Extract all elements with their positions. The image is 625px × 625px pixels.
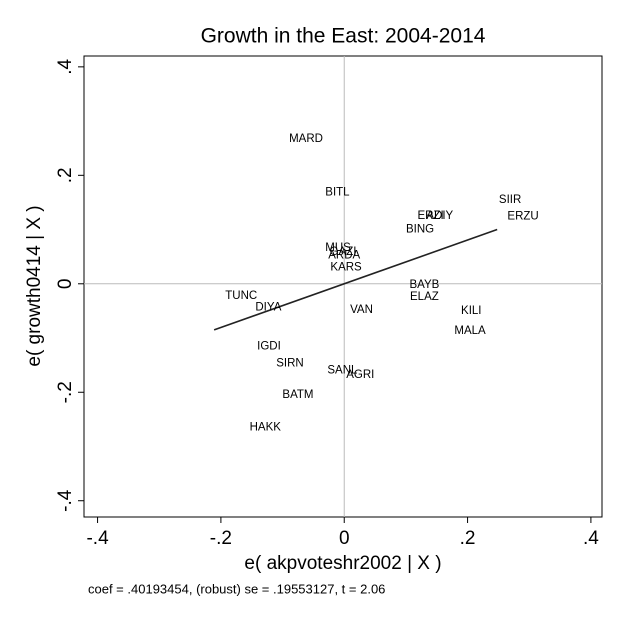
chart-title: Growth in the East: 2004-2014: [201, 25, 486, 48]
point-label: KARS: [330, 262, 362, 274]
point-label: IGDI: [257, 341, 281, 353]
point-label: ADIY: [426, 210, 453, 222]
point-label: MUS: [325, 242, 351, 254]
y-tick-label: .2: [55, 167, 76, 183]
point-label: VAN: [350, 304, 373, 316]
y-tick-label: -.4: [55, 489, 76, 512]
point-label: GAZI: [330, 246, 357, 258]
point-label: SANL: [327, 365, 358, 377]
point-label: ARDA: [328, 250, 360, 262]
point-label: ERZU: [507, 211, 538, 223]
point-label: BITL: [325, 187, 350, 199]
y-tick-label: -.2: [55, 381, 76, 403]
note: coef = .40193454, (robust) se = .1955312…: [88, 581, 385, 596]
x-tick-label: -.4: [86, 528, 109, 549]
point-label: MARD: [289, 133, 323, 145]
x-tick-label: .4: [583, 528, 599, 549]
point-label: KILI: [461, 305, 481, 317]
point-label: TUNC: [225, 290, 257, 302]
point-label: BAYB: [409, 279, 439, 291]
point-label: MALA: [454, 325, 486, 337]
point-label: AGRI: [346, 369, 374, 381]
point-label: BING: [406, 224, 434, 236]
point-label: HAKK: [250, 422, 282, 434]
point-label: SIIR: [499, 194, 521, 206]
point-label: SIRN: [276, 358, 303, 370]
fit-line: [213, 228, 498, 331]
x-tick-label: -.2: [210, 528, 232, 549]
x-tick-label: .2: [460, 528, 476, 549]
y-tick-label: 0: [55, 278, 76, 289]
point-label: ELAZ: [410, 291, 439, 303]
point-label: BATM: [282, 389, 313, 401]
point-label: DIYA: [255, 302, 281, 314]
point-label: ERZI: [417, 210, 443, 222]
y-tick-label: .4: [55, 58, 76, 74]
x-tick-label: 0: [339, 528, 350, 549]
plot-frame: [83, 55, 603, 518]
x-axis-label: e( akpvoteshr2002 | X ): [244, 553, 441, 574]
y-axis-label: e( growth0414 | X ): [24, 205, 45, 366]
